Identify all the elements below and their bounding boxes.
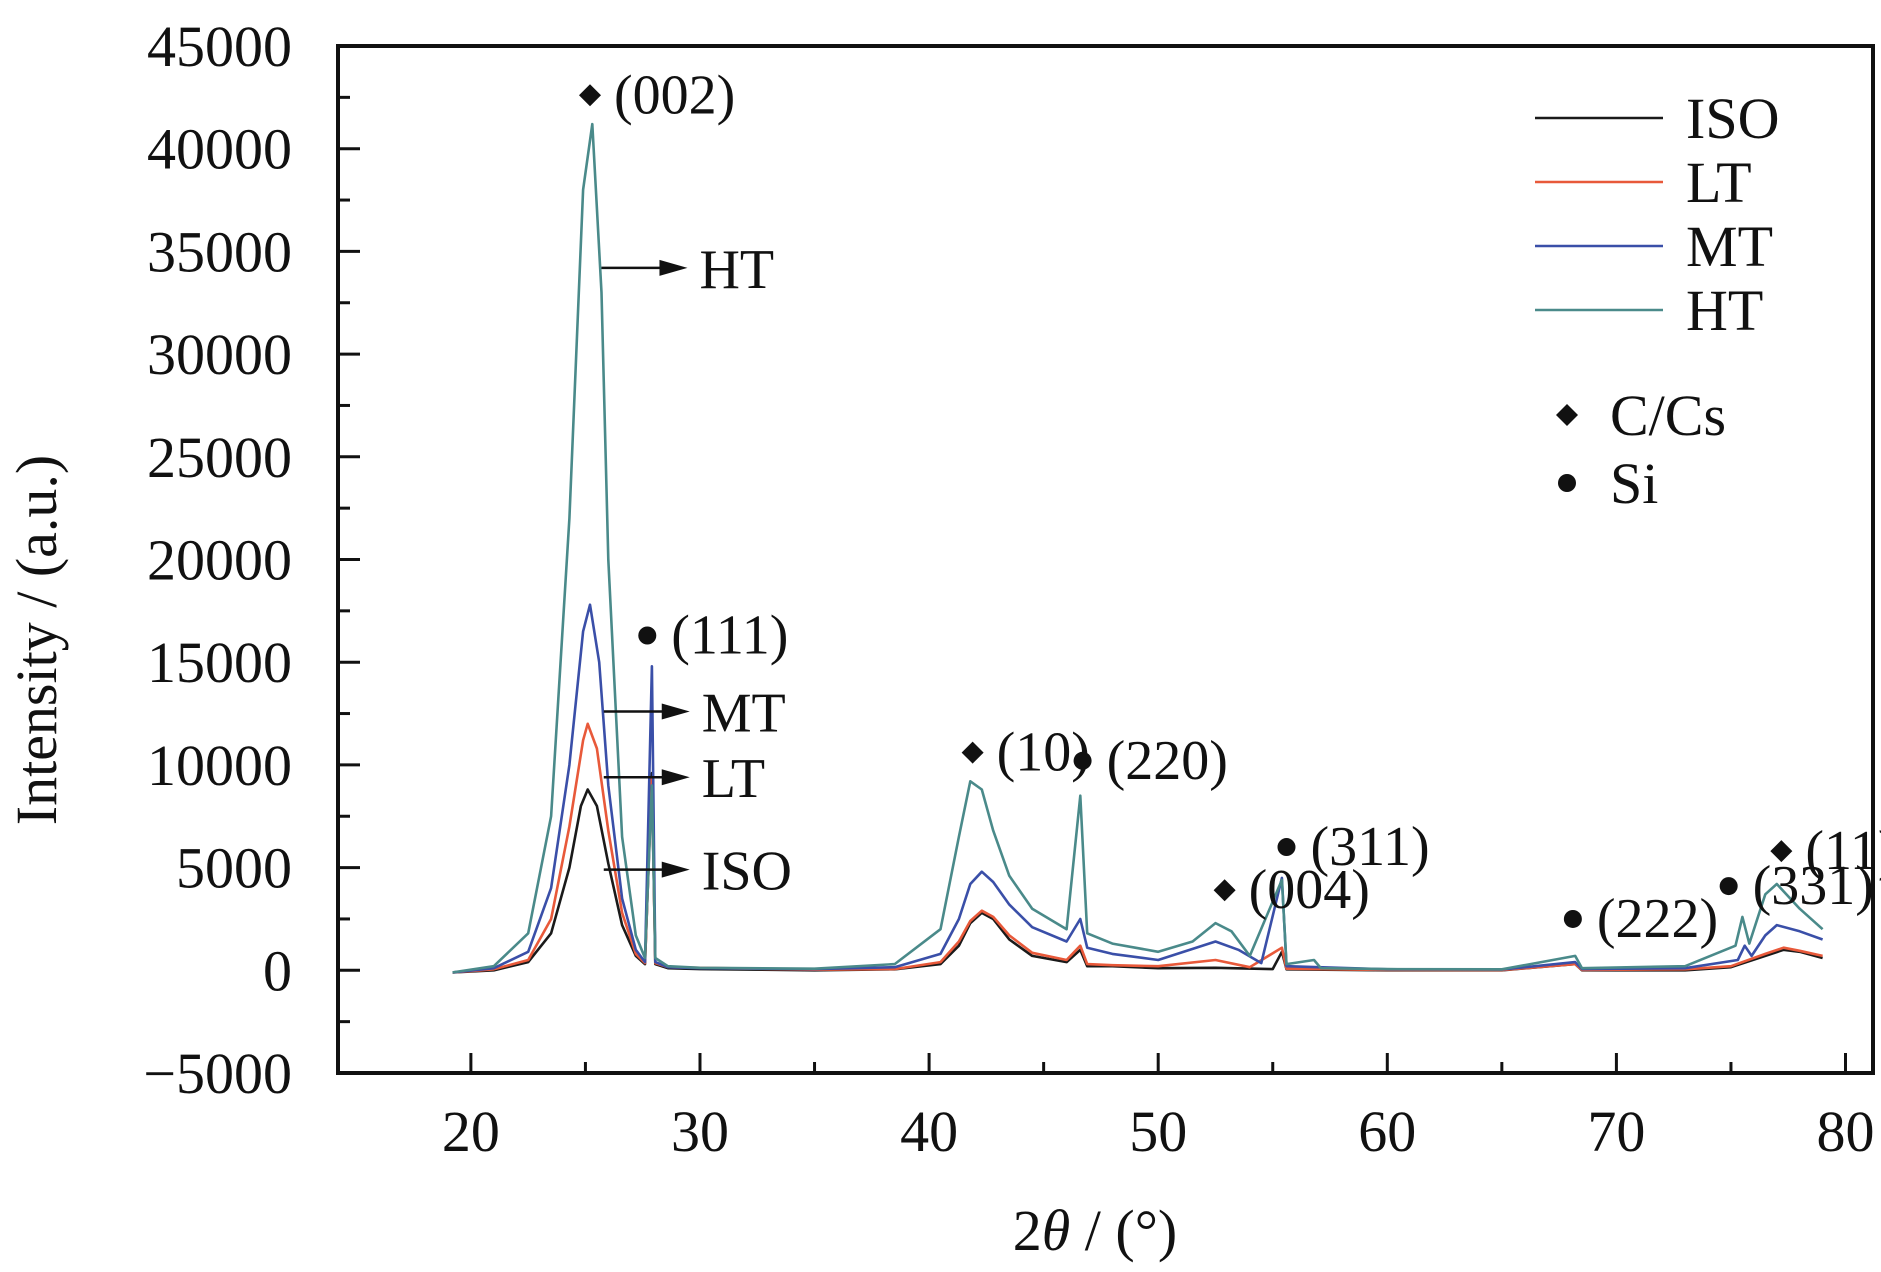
y-tick-label: 45000 [147, 14, 292, 79]
series-line-ht [452, 122, 1824, 974]
curve-label-arrow-head [661, 861, 690, 878]
peak-marker-circle [1073, 751, 1092, 770]
peak-marker-circle [1563, 909, 1582, 928]
peak-label: (331) [1753, 855, 1874, 917]
x-axis-title: 2θ / (°) [1013, 1198, 1177, 1263]
x-tick-label: 80 [1817, 1099, 1875, 1164]
y-tick-label: 35000 [147, 219, 292, 284]
x-tick-label: 40 [900, 1099, 958, 1164]
peak-label: (002) [614, 64, 735, 126]
curve-label-arrow-head [661, 769, 690, 786]
peak-label: (311) [1310, 816, 1429, 878]
x-axis-ticks: 20 30 40 50 60 70 80 [442, 1053, 1875, 1164]
y-tick-label: −5000 [143, 1041, 292, 1106]
y-tick-label: 15000 [147, 630, 292, 695]
peak-label: (11) [1805, 820, 1881, 882]
curve-label-arrow-head [661, 703, 690, 720]
y-axis-ticks: −5000 0 5000 10000 15000 20000 25000 30000 35000… [143, 14, 360, 1106]
legend-label: MT [1686, 214, 1773, 279]
legend-label: C/Cs [1610, 383, 1726, 448]
peak-label: (10) [997, 722, 1090, 784]
legend-label: LT [1686, 150, 1752, 215]
legend-label: HT [1686, 278, 1763, 343]
peak-marker-circle [1277, 838, 1296, 857]
y-tick-label: 0 [263, 938, 292, 1003]
x-tick-label: 20 [442, 1099, 500, 1164]
curve-label: LT [702, 748, 765, 810]
curve-label: MT [702, 682, 786, 744]
peak-marker-circle [638, 626, 657, 645]
curve-label-arrow-head [659, 259, 688, 276]
x-axis-title-prefix: 2 [1013, 1198, 1042, 1263]
legend-marker-diamond [1556, 404, 1578, 426]
y-axis-title: Intensity / (a.u.) [4, 455, 69, 825]
x-axis-title-suffix: / (°) [1070, 1198, 1177, 1263]
series-lines [452, 122, 1824, 974]
x-axis-title-theta: θ [1042, 1198, 1071, 1263]
y-tick-label: 40000 [147, 117, 292, 182]
x-tick-label: 50 [1129, 1099, 1187, 1164]
y-tick-label: 20000 [147, 528, 292, 593]
curve-label: ISO [702, 841, 792, 903]
x-tick-label: 60 [1358, 1099, 1416, 1164]
peak-label: (111) [671, 604, 788, 666]
x-tick-label: 70 [1587, 1099, 1645, 1164]
curve-label: HT [699, 239, 774, 301]
legend-label: ISO [1686, 86, 1779, 151]
peak-label: (220) [1107, 730, 1228, 792]
x-tick-label: 30 [671, 1099, 729, 1164]
y-tick-label: 30000 [147, 322, 292, 387]
peak-marker-diamond [1213, 879, 1236, 902]
peak-label: (004) [1249, 859, 1370, 921]
y-tick-label: 25000 [147, 425, 292, 490]
y-tick-label: 10000 [147, 733, 292, 798]
legend-label: Si [1610, 451, 1658, 516]
series-line-lt [452, 722, 1823, 974]
peak-marker-diamond [579, 84, 602, 107]
y-tick-label: 5000 [176, 836, 292, 901]
peak-annotations: (002) (111) (10) (220) (004)(311) (222) (331)(… [579, 64, 1881, 950]
peak-marker-diamond [1770, 840, 1793, 863]
peak-label: (222) [1597, 888, 1718, 950]
peak-marker-diamond [961, 741, 984, 764]
peak-marker-circle [1719, 877, 1738, 896]
legend-marker-circle [1558, 474, 1576, 492]
